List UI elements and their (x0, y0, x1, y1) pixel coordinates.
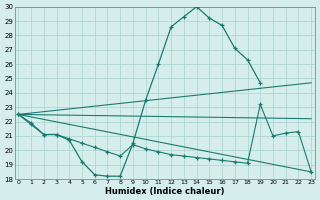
X-axis label: Humidex (Indice chaleur): Humidex (Indice chaleur) (105, 187, 225, 196)
